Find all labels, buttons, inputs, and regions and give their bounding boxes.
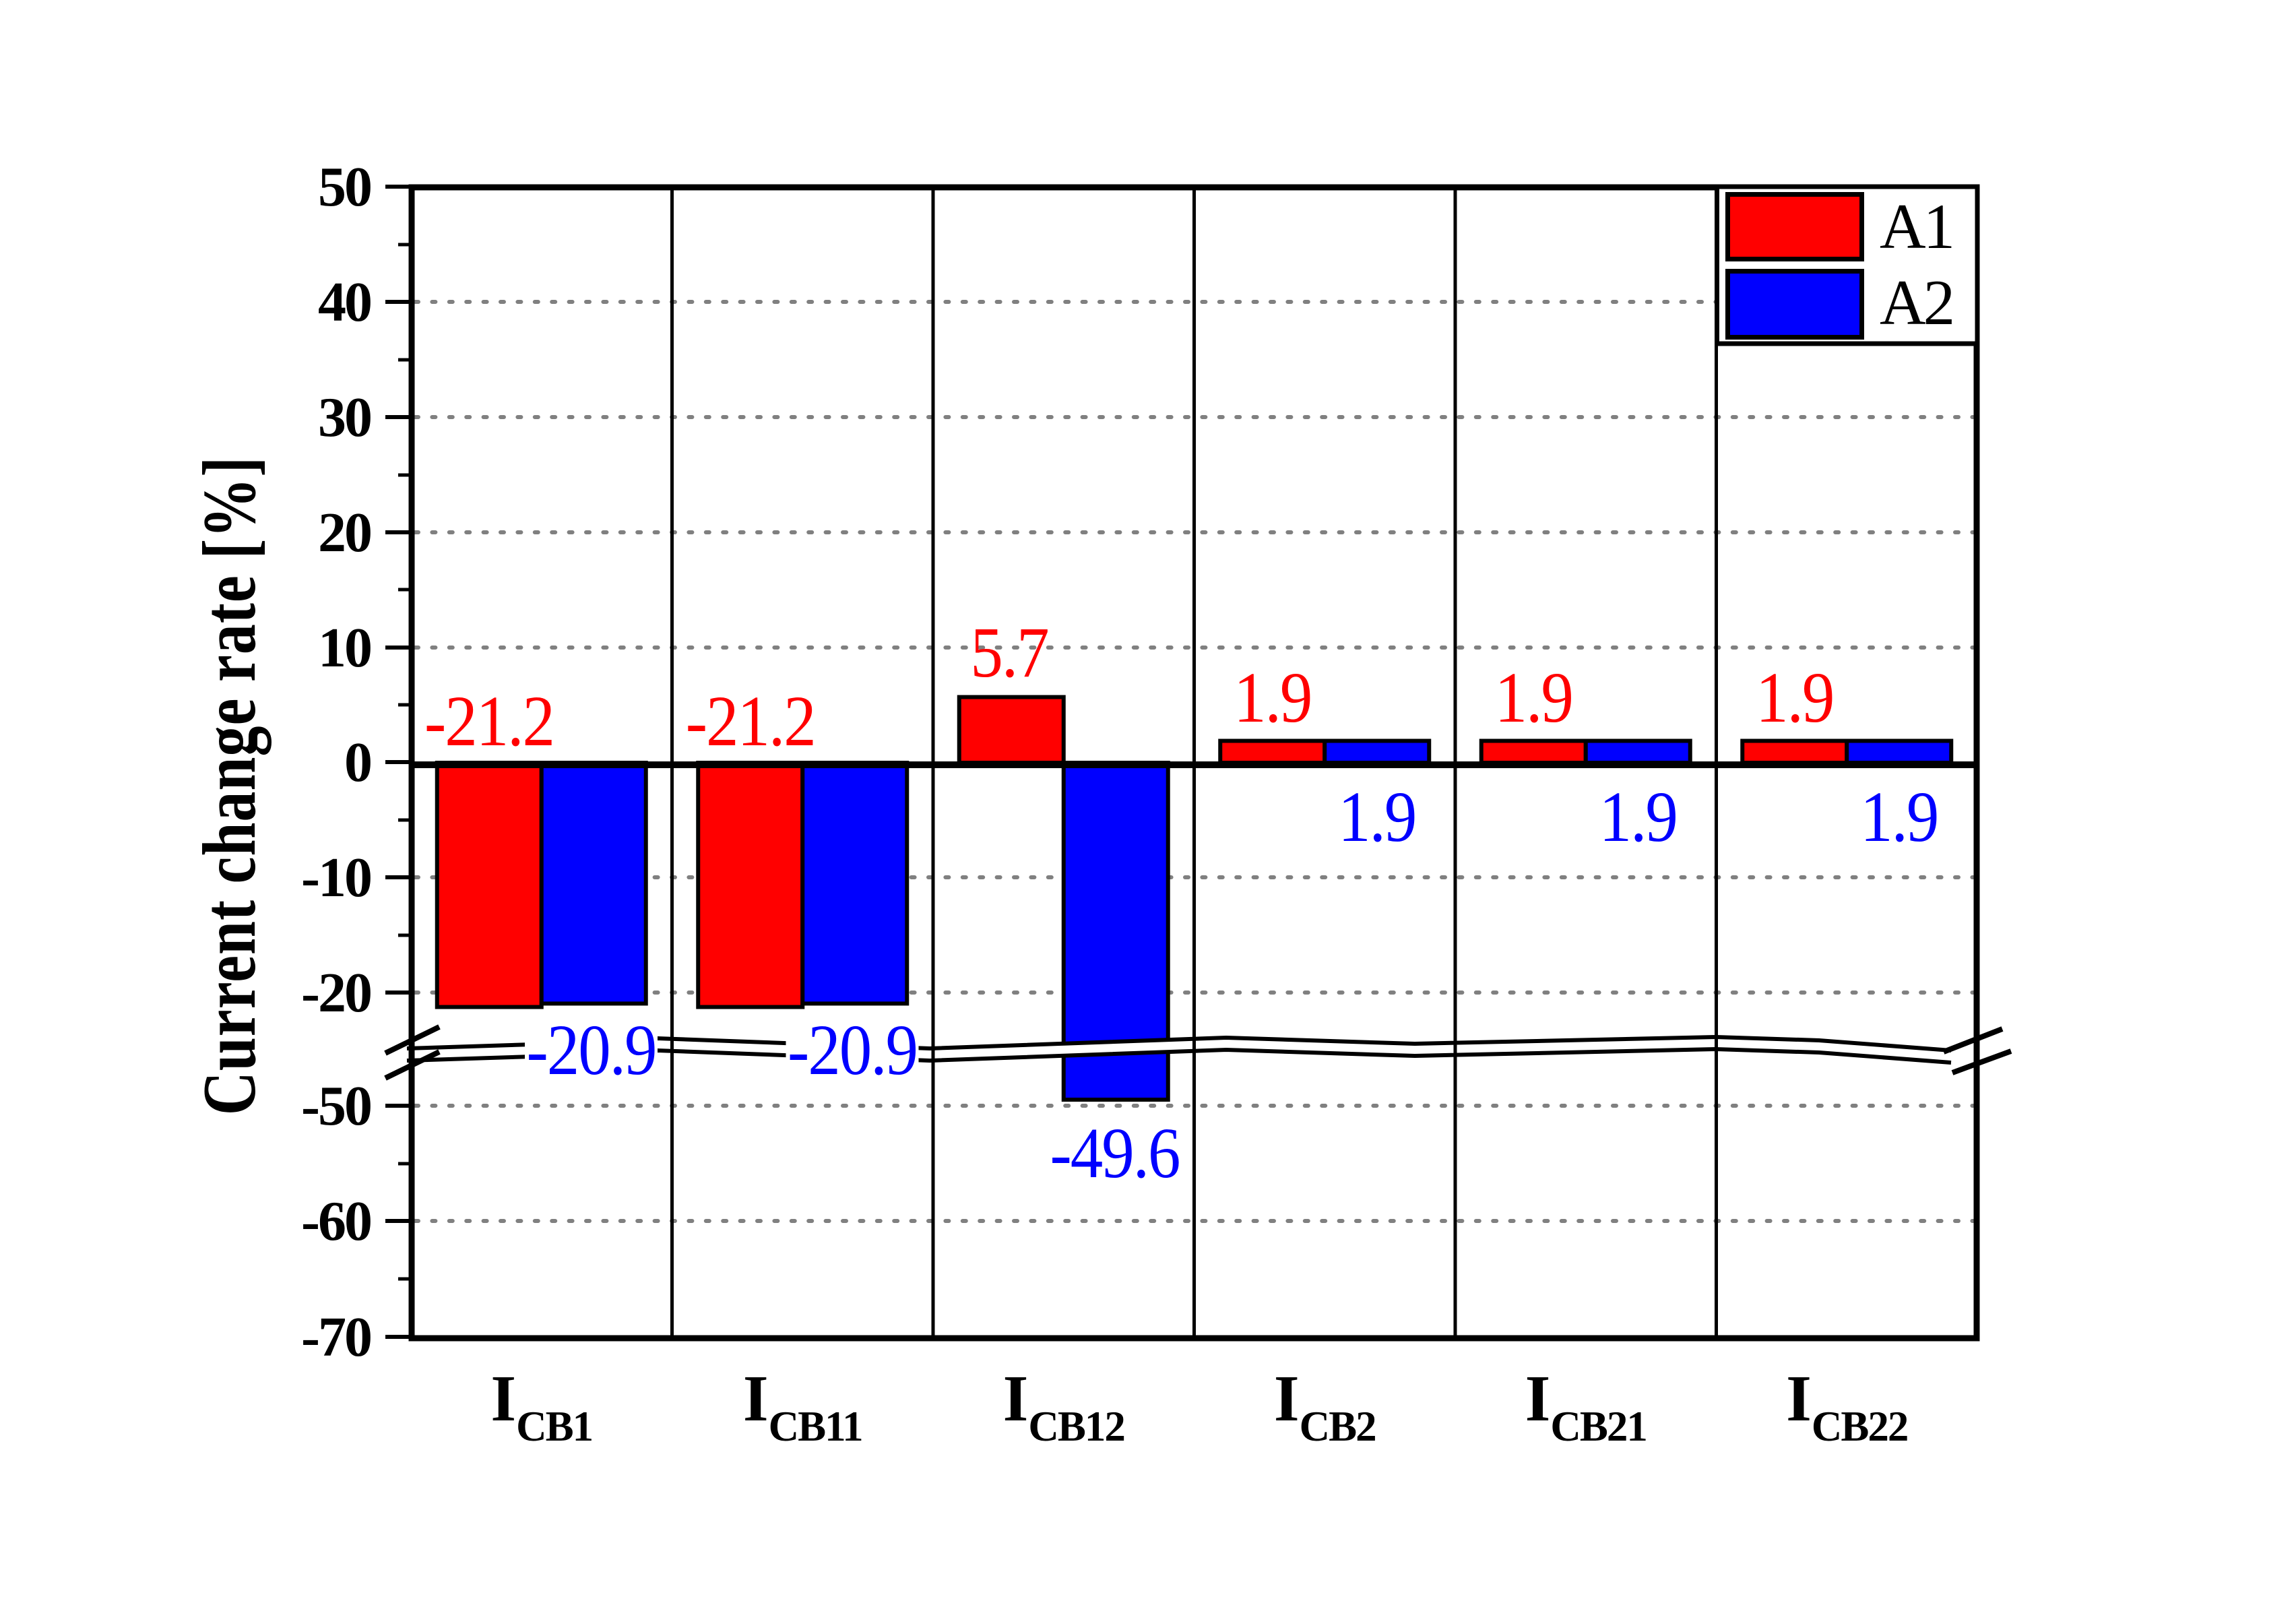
svg-text:-21.2: -21.2 bbox=[424, 682, 554, 761]
svg-text:0: 0 bbox=[344, 731, 371, 794]
svg-text:-10: -10 bbox=[301, 846, 371, 909]
svg-text:1.9: 1.9 bbox=[1495, 658, 1572, 738]
svg-text:-60: -60 bbox=[301, 1190, 371, 1253]
svg-text:1.9: 1.9 bbox=[1234, 658, 1311, 738]
svg-text:-50: -50 bbox=[301, 1075, 371, 1137]
svg-text:40: 40 bbox=[318, 271, 371, 334]
svg-text:-49.6: -49.6 bbox=[1050, 1114, 1179, 1193]
svg-text:A2: A2 bbox=[1880, 267, 1952, 338]
svg-text:-20.9: -20.9 bbox=[526, 1011, 656, 1090]
svg-text:20: 20 bbox=[318, 501, 371, 564]
svg-text:1.9: 1.9 bbox=[1756, 658, 1833, 738]
svg-text:5.7: 5.7 bbox=[970, 613, 1048, 693]
svg-text:1.9: 1.9 bbox=[1338, 778, 1415, 857]
svg-text:Current change rate [%]: Current change rate [%] bbox=[188, 456, 272, 1115]
svg-text:A1: A1 bbox=[1880, 191, 1952, 262]
svg-text:-20.9: -20.9 bbox=[788, 1011, 917, 1090]
svg-text:1.9: 1.9 bbox=[1599, 778, 1677, 857]
svg-text:-21.2: -21.2 bbox=[686, 682, 815, 761]
svg-text:-70: -70 bbox=[301, 1306, 371, 1369]
svg-text:1.9: 1.9 bbox=[1860, 778, 1938, 857]
svg-text:50: 50 bbox=[318, 156, 371, 218]
svg-text:10: 10 bbox=[318, 617, 371, 679]
svg-text:-20: -20 bbox=[301, 962, 371, 1024]
svg-text:30: 30 bbox=[318, 386, 371, 449]
